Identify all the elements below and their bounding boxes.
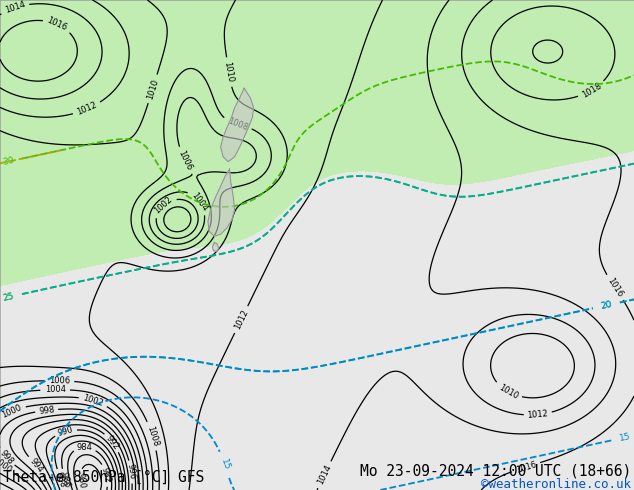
Text: 1012: 1012 — [75, 101, 98, 117]
Text: 984: 984 — [77, 443, 93, 452]
Text: 998: 998 — [0, 448, 15, 466]
Text: 988: 988 — [54, 471, 67, 489]
Text: 980: 980 — [75, 472, 86, 489]
Text: 1016: 1016 — [46, 16, 68, 33]
Text: 982: 982 — [100, 466, 112, 484]
Text: 1004: 1004 — [44, 385, 66, 394]
Text: 1008: 1008 — [226, 116, 249, 132]
Text: 25: 25 — [2, 292, 15, 303]
Text: 1006: 1006 — [176, 149, 194, 172]
Text: 1016: 1016 — [605, 276, 624, 299]
Text: 994: 994 — [28, 457, 44, 474]
Text: 1006: 1006 — [49, 376, 70, 386]
Polygon shape — [208, 169, 235, 236]
Text: 1000: 1000 — [0, 455, 13, 475]
Text: 20: 20 — [600, 300, 613, 311]
Text: 1010: 1010 — [223, 61, 235, 83]
Text: 1014: 1014 — [316, 464, 333, 486]
Text: Mo 23-09-2024 12:00 UTC (18+66): Mo 23-09-2024 12:00 UTC (18+66) — [359, 464, 631, 479]
Text: 1000: 1000 — [0, 403, 23, 420]
Text: 1012: 1012 — [526, 409, 548, 420]
Text: 15: 15 — [619, 432, 632, 443]
Text: 1004: 1004 — [190, 191, 209, 213]
Text: 1010: 1010 — [145, 77, 160, 100]
Text: 25: 25 — [2, 292, 15, 303]
Text: 30: 30 — [2, 156, 15, 167]
Text: 998: 998 — [38, 405, 55, 416]
Polygon shape — [212, 243, 219, 251]
Text: 1010: 1010 — [496, 383, 519, 401]
Text: 1018: 1018 — [580, 81, 603, 99]
Text: Theta-e 850hPa [°C] GFS: Theta-e 850hPa [°C] GFS — [3, 470, 204, 485]
Polygon shape — [221, 88, 254, 162]
Text: 1016: 1016 — [515, 460, 538, 474]
Text: 986: 986 — [58, 471, 72, 489]
Text: 1014: 1014 — [3, 0, 26, 15]
Text: 996: 996 — [126, 464, 137, 481]
Text: 1002: 1002 — [152, 195, 174, 216]
Text: ©weatheronline.co.uk: ©weatheronline.co.uk — [481, 478, 631, 490]
Text: 1012: 1012 — [233, 308, 250, 331]
Text: 992: 992 — [104, 434, 120, 451]
Text: 15: 15 — [219, 458, 231, 471]
Text: 1002: 1002 — [82, 393, 105, 408]
Text: 990: 990 — [57, 425, 75, 438]
Text: 1008: 1008 — [145, 424, 160, 447]
Text: 20: 20 — [600, 300, 613, 311]
